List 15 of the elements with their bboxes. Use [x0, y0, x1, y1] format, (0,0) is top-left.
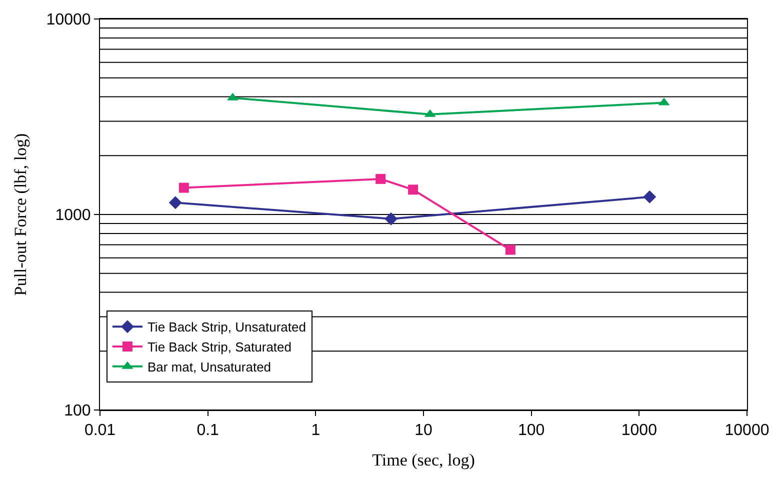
- y-tick-label: 100: [64, 402, 91, 420]
- legend-label: Tie Back Strip, Saturated: [147, 340, 292, 355]
- x-axis-title: Time (sec, log): [372, 450, 475, 470]
- x-tick-label: 10000: [724, 422, 770, 440]
- x-tick-label: 10: [414, 422, 432, 440]
- x-tick-label: 0.1: [196, 422, 220, 440]
- legend-label: Tie Back Strip, Unsaturated: [147, 320, 306, 335]
- y-tick-label: 1000: [55, 207, 91, 224]
- y-axis-title: Pull-out Force (lbf, log): [10, 133, 30, 296]
- y-tick-label: 10000: [46, 12, 91, 29]
- x-tick-label: 1000: [621, 422, 658, 440]
- x-tick-label: 1: [311, 422, 320, 440]
- x-tick-label: 100: [518, 422, 545, 440]
- legend-label: Bar mat, Unsaturated: [147, 359, 272, 374]
- x-tick-label: 0.01: [84, 422, 116, 440]
